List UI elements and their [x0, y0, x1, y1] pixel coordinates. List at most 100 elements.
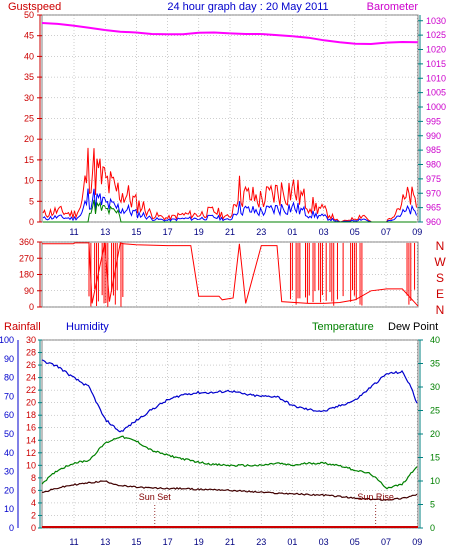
- time-tick-label: 09: [412, 227, 422, 237]
- humidity-tick-label: 20: [26, 398, 36, 408]
- rainfall-label: Rainfall: [4, 321, 41, 333]
- rain-tick-label: 90: [4, 354, 14, 364]
- time-tick-label: 13: [100, 227, 110, 237]
- rain-tick-label: 80: [4, 373, 14, 383]
- humidity-series: [41, 359, 418, 433]
- baro-tick-label: 965: [426, 203, 441, 213]
- temperature-tick-label: 10: [430, 476, 440, 486]
- direction-tick-label: 270: [19, 253, 34, 263]
- temperature-series: [41, 435, 418, 490]
- humidity-tick-label: 26: [26, 360, 36, 370]
- gust-tick-label: 15: [24, 155, 34, 165]
- time-tick-label-bottom: 23: [256, 537, 266, 547]
- time-tick-label: 07: [381, 227, 391, 237]
- compass-label: E: [436, 287, 444, 301]
- humidity-tick-label: 28: [26, 348, 36, 358]
- time-tick-label-bottom: 21: [225, 537, 235, 547]
- gust-tick-label: 35: [24, 72, 34, 82]
- compass-label: N: [436, 303, 445, 317]
- time-tick-label: 19: [194, 227, 204, 237]
- gust-tick-label: 25: [24, 114, 34, 124]
- baro-tick-label: 960: [426, 217, 441, 227]
- baro-tick-label: 1015: [426, 59, 446, 69]
- gust-tick-label: 5: [29, 196, 34, 206]
- rain-tick-label: 100: [0, 335, 14, 345]
- graph-title: 24 hour graph day : 20 May 2011: [167, 1, 328, 13]
- time-tick-label: 05: [350, 227, 360, 237]
- humidity-tick-label: 6: [31, 485, 36, 495]
- time-tick-label-bottom: 09: [412, 537, 422, 547]
- humidity-tick-label: 2: [31, 510, 36, 520]
- baro-tick-label: 1005: [426, 88, 446, 98]
- gust-tick-label: 30: [24, 93, 34, 103]
- direction-tick-label: 180: [19, 270, 34, 280]
- humidity-tick-label: 22: [26, 385, 36, 395]
- gust-series: [42, 147, 417, 223]
- direction-tick-label: 90: [24, 286, 34, 296]
- gust-tick-label: 0: [29, 217, 34, 227]
- dewpoint-label: Dew Point: [388, 321, 438, 333]
- sunrise-annotation: Sun Rise: [357, 492, 394, 502]
- temperature-tick-label: 5: [430, 500, 435, 510]
- humidity-tick-label: 12: [26, 448, 36, 458]
- temperature-tick-label: 0: [430, 523, 435, 533]
- humidity-tick-label: 14: [26, 435, 36, 445]
- baro-tick-label: 1030: [426, 16, 446, 26]
- rain-tick-label: 60: [4, 410, 14, 420]
- temperature-tick-label: 40: [430, 335, 440, 345]
- direction-tick-label: 0: [29, 302, 34, 312]
- rain-tick-label: 10: [4, 504, 14, 514]
- humidity-tick-label: 18: [26, 410, 36, 420]
- barometer-label: Barometer: [367, 1, 419, 13]
- rain-tick-label: 20: [4, 485, 14, 495]
- time-tick-label: 01: [287, 227, 297, 237]
- rain-tick-label: 0: [9, 523, 14, 533]
- time-tick-label-bottom: 05: [350, 537, 360, 547]
- sunset-annotation: Sun Set: [139, 492, 172, 502]
- rain-tick-label: 40: [4, 448, 14, 458]
- time-tick-label: 03: [319, 227, 329, 237]
- humidity-tick-label: 30: [26, 335, 36, 345]
- baro-tick-label: 995: [426, 116, 441, 126]
- humidity-label: Humidity: [66, 321, 109, 333]
- panel1-frame: [41, 14, 419, 223]
- humidity-tick-label: 10: [26, 460, 36, 470]
- baro-tick-label: 970: [426, 188, 441, 198]
- temperature-tick-label: 35: [430, 359, 440, 369]
- humidity-tick-label: 24: [26, 373, 36, 383]
- time-tick-label-bottom: 19: [194, 537, 204, 547]
- temperature-label: Temperature: [312, 321, 374, 333]
- compass-label: W: [434, 255, 446, 269]
- time-tick-label-bottom: 07: [381, 537, 391, 547]
- time-tick-label: 15: [131, 227, 141, 237]
- temperature-tick-label: 30: [430, 382, 440, 392]
- humidity-tick-label: 0: [31, 523, 36, 533]
- time-tick-label-bottom: 03: [319, 537, 329, 547]
- time-tick-label-bottom: 13: [100, 537, 110, 547]
- baro-tick-label: 985: [426, 145, 441, 155]
- baro-tick-label: 980: [426, 160, 441, 170]
- time-tick-label-bottom: 17: [163, 537, 173, 547]
- gust-tick-label: 50: [24, 10, 34, 20]
- gust-tick-label: 10: [24, 176, 34, 186]
- baro-tick-label: 975: [426, 174, 441, 184]
- rain-tick-label: 50: [4, 429, 14, 439]
- time-tick-label: 11: [69, 227, 78, 237]
- direction-tick-label: 360: [19, 237, 34, 247]
- compass-label: N: [436, 239, 445, 253]
- rain-tick-label: 70: [4, 391, 14, 401]
- time-tick-label-bottom: 01: [287, 537, 297, 547]
- baro-tick-label: 1000: [426, 102, 446, 112]
- temperature-tick-label: 25: [430, 406, 440, 416]
- time-tick-label: 21: [225, 227, 235, 237]
- time-tick-label-bottom: 11: [69, 537, 78, 547]
- gustspeed-label: Gustspeed: [8, 1, 61, 13]
- humidity-tick-label: 8: [31, 473, 36, 483]
- gust-tick-label: 20: [24, 134, 34, 144]
- gust-tick-label: 40: [24, 51, 34, 61]
- wind-direction-series: [42, 242, 419, 307]
- temperature-tick-label: 15: [430, 453, 440, 463]
- gust-tick-label: 45: [24, 31, 34, 41]
